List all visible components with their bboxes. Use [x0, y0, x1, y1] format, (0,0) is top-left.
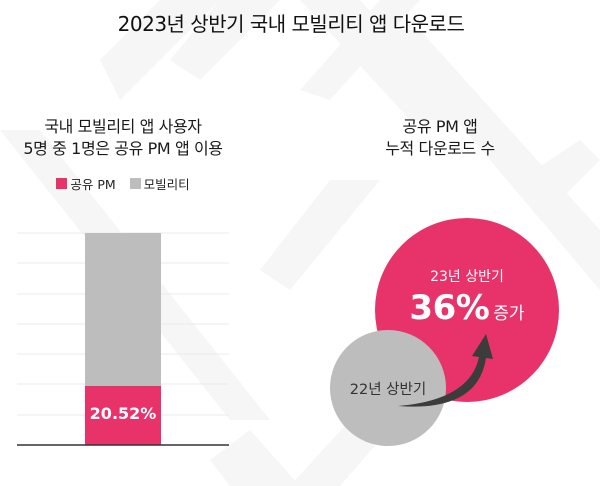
legend-item-mobility: 모빌리티 [129, 174, 190, 193]
right-subtitle-line2: 누적 다운로드 수 [385, 139, 495, 158]
legend-swatch-pink [56, 178, 68, 189]
legend-item-shared-pm: 공유 PM [56, 174, 116, 193]
growth-percent: 36% [409, 288, 490, 328]
small-circle-period: 22년 상반기 [349, 382, 427, 398]
right-subtitle-line1: 공유 PM 앱 [402, 117, 478, 136]
big-circle-period: 23년 상반기 [430, 269, 504, 285]
growth-arrow-icon [398, 334, 493, 407]
legend-label: 모빌리티 [143, 177, 190, 192]
right-panel-subtitle: 공유 PM 앱 누적 다운로드 수 [340, 116, 540, 160]
bar-segment-mobility [85, 233, 161, 386]
left-subtitle-line1: 국내 모빌리티 앱 사용자 [44, 117, 202, 136]
left-panel-subtitle: 국내 모빌리티 앱 사용자 5명 중 1명은 공유 PM 앱 이용 [0, 116, 246, 160]
circle-22h1 [330, 330, 446, 446]
legend-label: 공유 PM [70, 177, 116, 192]
bar-segment-shared-pm [85, 386, 161, 445]
left-subtitle-line2: 5명 중 1명은 공유 PM 앱 이용 [23, 139, 223, 158]
chart-legend: 공유 PM 모빌리티 [0, 174, 246, 193]
page-title: 2023년 상반기 국내 모빌리티 앱 다운로드 [117, 12, 465, 36]
growth-suffix: 증가 [493, 304, 525, 324]
legend-swatch-gray [129, 178, 141, 189]
big-circle-value: 36% 증가 [375, 288, 559, 328]
bar-value-label: 20.52% [89, 404, 157, 423]
